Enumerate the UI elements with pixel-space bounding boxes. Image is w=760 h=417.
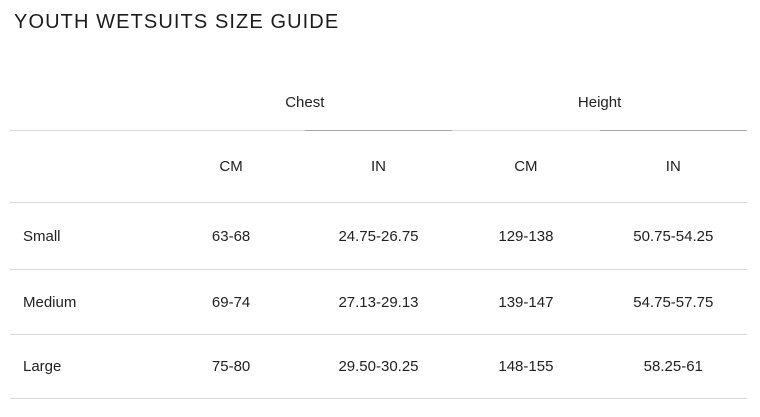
unit-header-height-cm: CM: [452, 131, 600, 203]
chest-cm-value: 75-80: [157, 335, 305, 399]
height-cm-value: 139-147: [452, 270, 600, 335]
group-header-empty-cell: [10, 75, 158, 131]
size-guide-table: Chest Height CM IN CM IN Small 63-68 24.…: [10, 75, 747, 399]
unit-header-chest-cm: CM: [157, 131, 305, 203]
chest-in-value: 29.50-30.25: [304, 335, 453, 399]
height-cm-value: 148-155: [452, 335, 600, 399]
chest-cm-value: 63-68: [157, 203, 305, 270]
group-header-height: Height: [452, 75, 747, 131]
chest-in-value: 27.13-29.13: [304, 270, 453, 335]
unit-header-empty-cell: [10, 131, 158, 203]
table-row-small: Small 63-68 24.75-26.75 129-138 50.75-54…: [10, 203, 747, 270]
unit-header-row: CM IN CM IN: [10, 131, 747, 203]
size-label: Medium: [10, 270, 158, 335]
height-in-value: 54.75-57.75: [599, 270, 747, 335]
table-row-medium: Medium 69-74 27.13-29.13 139-147 54.75-5…: [10, 270, 747, 335]
size-label: Small: [10, 203, 158, 270]
page-title: YOUTH WETSUITS SIZE GUIDE: [14, 11, 340, 33]
table-row-large: Large 75-80 29.50-30.25 148-155 58.25-61: [10, 335, 747, 399]
chest-in-value: 24.75-26.75: [304, 203, 453, 270]
size-label: Large: [10, 335, 158, 399]
height-cm-value: 129-138: [452, 203, 600, 270]
unit-header-chest-in: IN: [304, 131, 453, 203]
height-in-value: 50.75-54.25: [599, 203, 747, 270]
group-header-chest: Chest: [157, 75, 453, 131]
unit-header-height-in: IN: [599, 131, 747, 203]
group-header-row: Chest Height: [10, 75, 747, 131]
chest-cm-value: 69-74: [157, 270, 305, 335]
height-in-value: 58.25-61: [599, 335, 747, 399]
